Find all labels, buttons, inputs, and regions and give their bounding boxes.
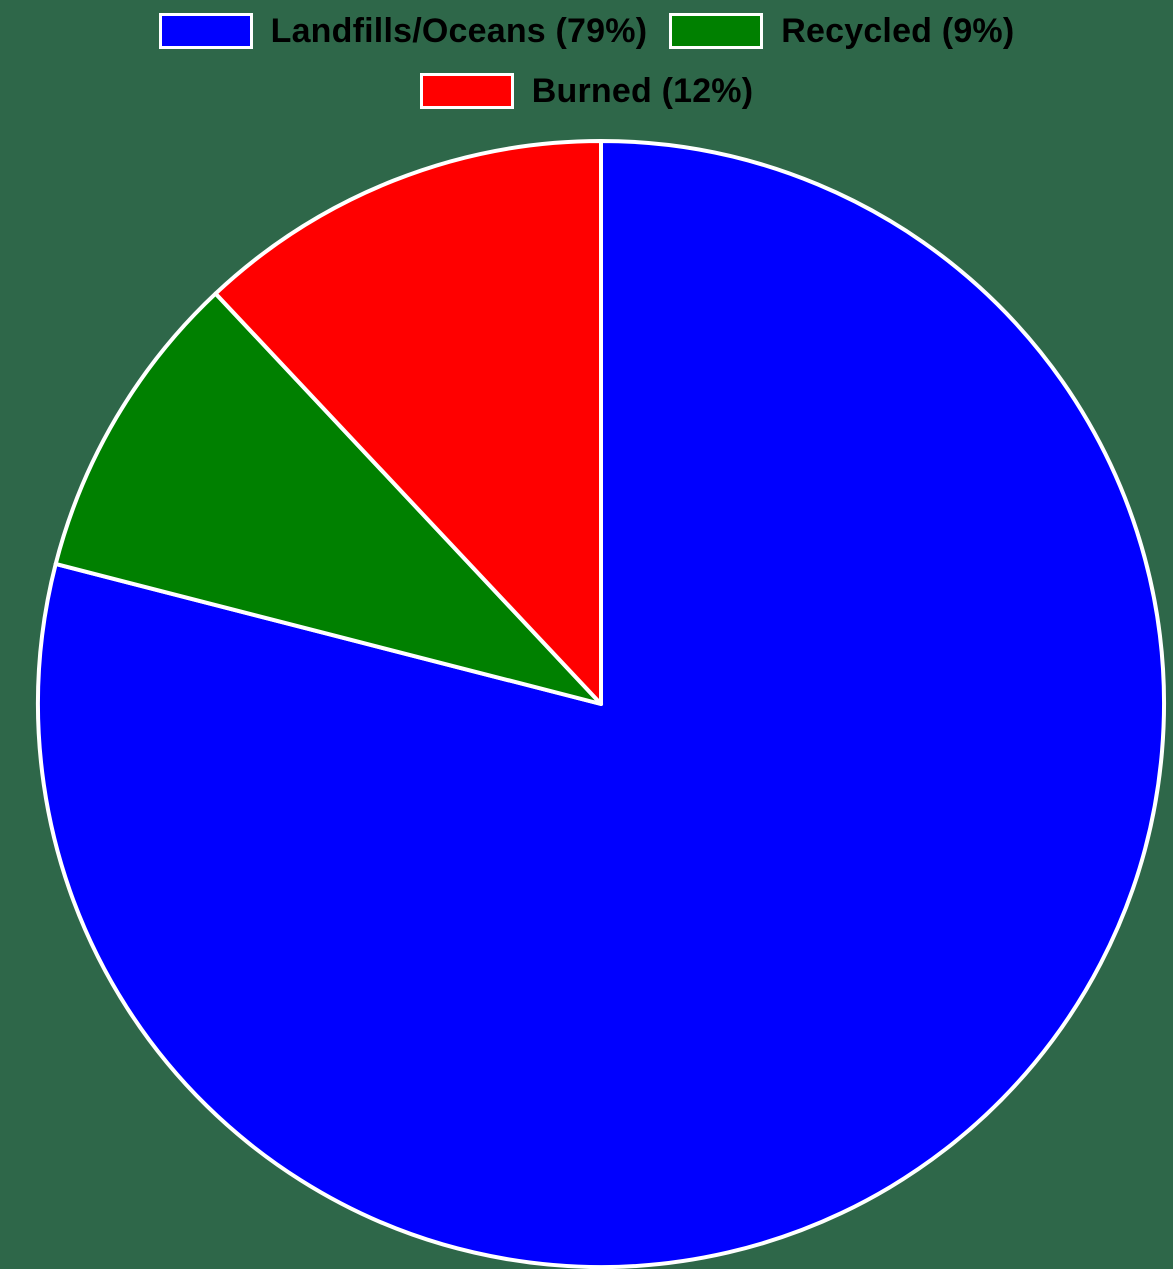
legend-swatch-burned bbox=[419, 73, 514, 109]
chart-legend: Landfills/Oceans (79%) Recycled (9%) Bur… bbox=[0, 10, 1173, 112]
legend-item-recycled[interactable]: Recycled (9%) bbox=[669, 10, 1014, 52]
legend-label-burned: Burned (12%) bbox=[531, 71, 754, 110]
legend-item-burned[interactable]: Burned (12%) bbox=[419, 70, 754, 112]
legend-label-recycled: Recycled (9%) bbox=[781, 11, 1015, 50]
legend-item-landfills-oceans[interactable]: Landfills/Oceans (79%) bbox=[158, 10, 648, 52]
legend-swatch-landfills-oceans bbox=[158, 13, 253, 49]
legend-label-landfills-oceans: Landfills/Oceans (79%) bbox=[270, 11, 648, 50]
pie-slice-burned[interactable] bbox=[213, 139, 603, 706]
legend-swatch-recycled bbox=[669, 13, 764, 49]
pie-slice-recycled[interactable] bbox=[53, 291, 603, 706]
